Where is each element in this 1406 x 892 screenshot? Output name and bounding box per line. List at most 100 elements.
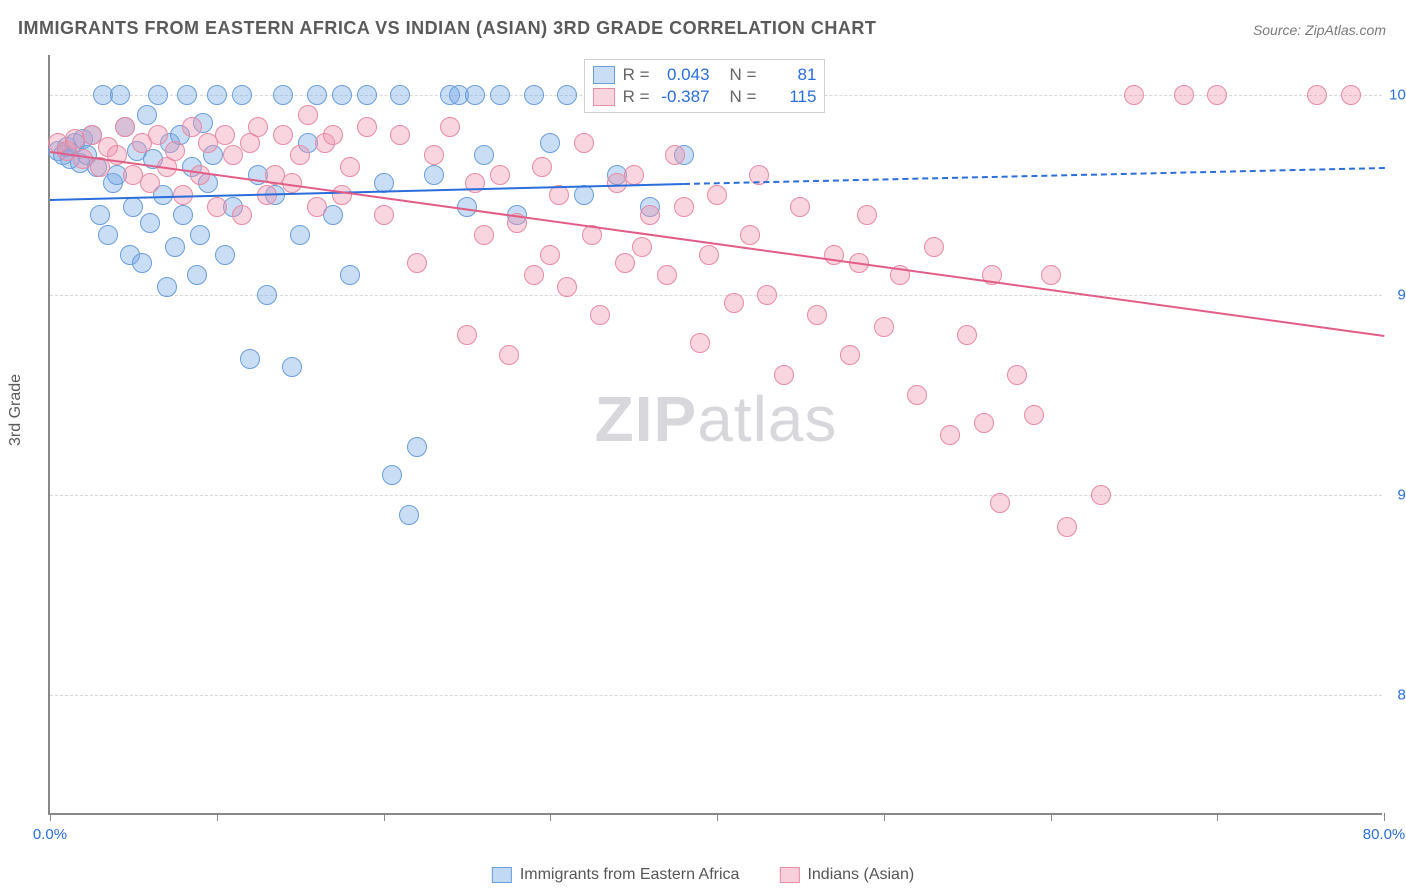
scatter-point	[424, 165, 444, 185]
scatter-point	[699, 245, 719, 265]
scatter-point	[190, 165, 210, 185]
scatter-point	[724, 293, 744, 313]
scatter-point	[907, 385, 927, 405]
scatter-point	[540, 133, 560, 153]
scatter-point	[323, 125, 343, 145]
scatter-point	[974, 413, 994, 433]
scatter-point	[790, 197, 810, 217]
legend-label: Indians (Asian)	[807, 866, 914, 884]
stats-n-label: N =	[730, 87, 757, 107]
scatter-point	[590, 305, 610, 325]
scatter-point	[187, 265, 207, 285]
scatter-point	[240, 349, 260, 369]
y-axis-label: 3rd Grade	[7, 374, 25, 446]
stats-row: R = -0.387 N = 115	[593, 86, 817, 108]
xtick-label: 0.0%	[33, 826, 67, 843]
scatter-point	[232, 85, 252, 105]
scatter-point	[499, 345, 519, 365]
scatter-point	[1307, 85, 1327, 105]
stats-r-label: R =	[623, 87, 650, 107]
scatter-point	[190, 225, 210, 245]
scatter-point	[98, 225, 118, 245]
scatter-point	[307, 85, 327, 105]
scatter-point	[624, 165, 644, 185]
scatter-point	[273, 85, 293, 105]
scatter-point	[940, 425, 960, 445]
scatter-point	[357, 117, 377, 137]
stats-r-value: 0.043	[658, 65, 710, 85]
scatter-point	[1091, 485, 1111, 505]
gridline-h	[50, 295, 1382, 296]
scatter-point	[382, 465, 402, 485]
scatter-point	[424, 145, 444, 165]
gridline-h	[50, 495, 1382, 496]
scatter-point	[148, 85, 168, 105]
watermark-bold: ZIP	[595, 383, 698, 455]
stats-n-value: 115	[764, 87, 816, 107]
scatter-point	[110, 85, 130, 105]
scatter-point	[132, 253, 152, 273]
scatter-point	[1041, 265, 1061, 285]
scatter-point	[298, 105, 318, 125]
scatter-point	[1174, 85, 1194, 105]
xtick	[1051, 813, 1052, 821]
scatter-point	[557, 85, 577, 105]
regression-line-extrapolated	[684, 167, 1384, 185]
scatter-point	[1007, 365, 1027, 385]
scatter-point	[674, 197, 694, 217]
scatter-point	[307, 197, 327, 217]
ytick-label: 100.0%	[1388, 87, 1406, 104]
scatter-point	[957, 325, 977, 345]
stats-swatch	[593, 66, 615, 84]
scatter-point	[924, 237, 944, 257]
scatter-point	[282, 357, 302, 377]
xtick	[50, 813, 51, 821]
scatter-point	[574, 185, 594, 205]
legend-label: Immigrants from Eastern Africa	[520, 866, 740, 884]
scatter-point	[707, 185, 727, 205]
scatter-point	[157, 277, 177, 297]
scatter-point	[840, 345, 860, 365]
scatter-point	[1057, 517, 1077, 537]
scatter-point	[399, 505, 419, 525]
legend-item: Immigrants from Eastern Africa	[492, 866, 740, 884]
stats-r-label: R =	[623, 65, 650, 85]
scatter-point	[807, 305, 827, 325]
scatter-point	[273, 125, 293, 145]
scatter-point	[137, 105, 157, 125]
scatter-point	[177, 85, 197, 105]
xtick	[217, 813, 218, 821]
legend-swatch	[492, 867, 512, 883]
scatter-point	[115, 117, 135, 137]
scatter-point	[615, 253, 635, 273]
scatter-point	[90, 205, 110, 225]
scatter-point	[557, 277, 577, 297]
scatter-point	[332, 85, 352, 105]
scatter-point	[290, 225, 310, 245]
ytick-label: 90.0%	[1388, 487, 1406, 504]
scatter-point	[857, 205, 877, 225]
scatter-point	[207, 197, 227, 217]
stats-swatch	[593, 88, 615, 106]
scatter-point	[182, 117, 202, 137]
scatter-point	[390, 85, 410, 105]
xtick-label: 80.0%	[1363, 826, 1406, 843]
gridline-h	[50, 695, 1382, 696]
scatter-point	[232, 205, 252, 225]
scatter-point	[524, 85, 544, 105]
scatter-point	[1124, 85, 1144, 105]
stats-r-value: -0.387	[658, 87, 710, 107]
legend-item: Indians (Asian)	[779, 866, 914, 884]
scatter-point	[140, 173, 160, 193]
watermark: ZIPatlas	[595, 382, 838, 456]
xtick	[717, 813, 718, 821]
legend: Immigrants from Eastern Africa Indians (A…	[492, 866, 914, 884]
scatter-point	[332, 185, 352, 205]
stats-n-label: N =	[730, 65, 757, 85]
ytick-label: 85.0%	[1388, 687, 1406, 704]
scatter-point	[340, 157, 360, 177]
scatter-point	[690, 333, 710, 353]
xtick	[1217, 813, 1218, 821]
scatter-point	[148, 125, 168, 145]
plot-area: ZIPatlas 85.0%90.0%95.0%100.0%0.0%80.0%R…	[48, 55, 1382, 815]
